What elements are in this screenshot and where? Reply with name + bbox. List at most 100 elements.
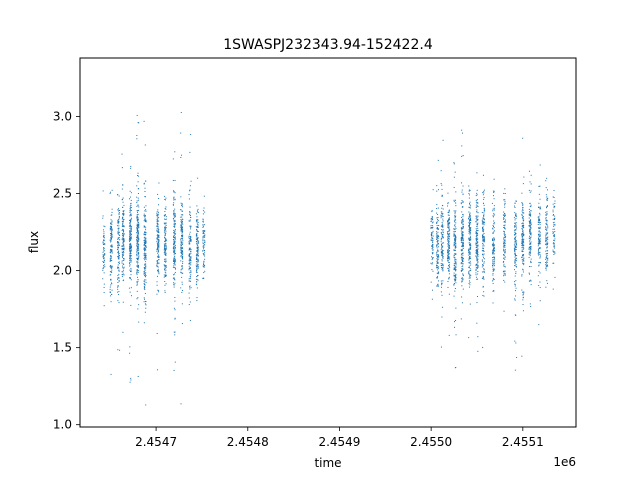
data-point xyxy=(136,211,138,213)
data-point xyxy=(188,220,190,222)
data-point xyxy=(454,247,456,249)
data-point xyxy=(437,265,438,267)
data-point xyxy=(514,225,516,227)
data-point xyxy=(503,231,505,233)
data-point xyxy=(163,252,165,254)
data-point xyxy=(144,264,146,266)
data-point xyxy=(122,217,123,219)
data-point xyxy=(431,227,433,229)
data-point xyxy=(117,275,119,277)
y-tick-label: 1.0 xyxy=(53,418,72,432)
data-point xyxy=(137,297,139,299)
data-point xyxy=(123,225,125,227)
data-point xyxy=(130,287,132,289)
data-point xyxy=(538,253,540,255)
data-point xyxy=(145,257,147,259)
data-point xyxy=(110,214,112,216)
data-point xyxy=(111,265,113,267)
data-point xyxy=(437,237,439,239)
data-point xyxy=(469,270,471,272)
data-point xyxy=(538,206,540,208)
data-point xyxy=(129,227,131,229)
data-point xyxy=(129,223,131,224)
data-point xyxy=(461,145,463,147)
data-point xyxy=(110,295,112,297)
data-point xyxy=(482,228,484,230)
data-point xyxy=(482,227,484,229)
data-point xyxy=(158,235,160,237)
data-point xyxy=(111,229,113,231)
data-point xyxy=(477,205,479,207)
data-point xyxy=(475,237,477,239)
data-point xyxy=(447,243,449,245)
data-point xyxy=(503,238,505,240)
data-point xyxy=(181,281,183,283)
data-point xyxy=(188,260,190,262)
data-point xyxy=(122,221,124,223)
data-point xyxy=(441,226,443,228)
data-point xyxy=(522,251,524,253)
data-point xyxy=(454,238,455,240)
data-point xyxy=(521,237,523,239)
data-point xyxy=(538,285,540,287)
data-point xyxy=(174,317,176,319)
data-point xyxy=(130,239,132,241)
data-point xyxy=(130,279,132,281)
data-point xyxy=(448,230,450,232)
data-point xyxy=(202,235,204,237)
data-point xyxy=(196,243,198,245)
data-point xyxy=(491,238,493,240)
data-point xyxy=(448,234,450,236)
data-point xyxy=(436,258,438,260)
data-point xyxy=(504,265,506,267)
data-point xyxy=(181,235,183,237)
data-point xyxy=(475,244,477,246)
data-point xyxy=(462,259,464,261)
data-point xyxy=(137,197,139,199)
data-point xyxy=(476,236,478,238)
data-point xyxy=(454,321,456,323)
data-point xyxy=(453,295,455,297)
data-point xyxy=(129,251,131,253)
data-point xyxy=(156,216,158,218)
data-point xyxy=(172,260,174,262)
data-point xyxy=(514,205,516,207)
data-point xyxy=(492,264,494,266)
data-point xyxy=(164,234,166,236)
data-point xyxy=(109,260,111,262)
data-point xyxy=(121,238,123,240)
data-point xyxy=(503,226,505,228)
data-point xyxy=(164,218,166,220)
data-point xyxy=(447,239,449,241)
data-point xyxy=(182,256,184,258)
data-point xyxy=(468,337,470,339)
data-point xyxy=(430,262,432,264)
data-point xyxy=(102,262,104,264)
data-point xyxy=(477,350,479,352)
data-point xyxy=(441,264,443,266)
data-point xyxy=(111,251,113,253)
data-point xyxy=(521,225,523,227)
data-point xyxy=(469,236,471,238)
data-point xyxy=(522,232,524,234)
data-point xyxy=(468,220,470,222)
data-point xyxy=(181,237,183,239)
data-point xyxy=(528,257,530,259)
data-point xyxy=(477,255,479,257)
data-point xyxy=(121,245,123,247)
data-point xyxy=(175,233,176,235)
data-point xyxy=(144,236,146,238)
data-point xyxy=(137,231,139,233)
data-point xyxy=(546,221,548,223)
data-point xyxy=(454,268,456,270)
data-point xyxy=(164,232,166,234)
data-point xyxy=(197,249,199,251)
data-point xyxy=(180,132,182,134)
data-point xyxy=(111,283,113,285)
data-point xyxy=(482,245,484,247)
data-point xyxy=(438,256,440,258)
data-point xyxy=(137,279,139,280)
data-point xyxy=(137,122,139,124)
data-point xyxy=(164,245,166,247)
data-point xyxy=(505,221,506,223)
